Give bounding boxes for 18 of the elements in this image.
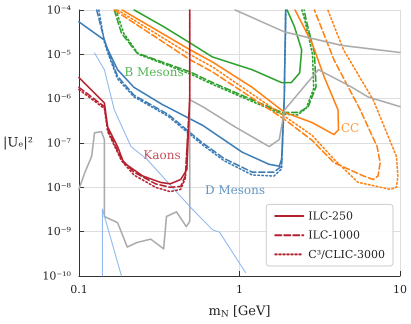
y-tick-label: 10⁻⁵ <box>46 48 71 61</box>
y-tick-label: 10⁻¹⁰ <box>42 270 72 282</box>
legend-label: ILC-1000 <box>308 228 360 242</box>
y-tick-label: 10⁻⁴ <box>46 4 72 16</box>
y-axis-title: |Uₑ|² <box>2 136 33 150</box>
annotation: B Mesons <box>124 65 184 79</box>
y-tick-label: 10⁻⁸ <box>46 180 72 194</box>
annotation: Kaons <box>143 148 181 162</box>
annotation: CC <box>340 121 360 135</box>
y-tick-label: 10⁻⁷ <box>46 136 72 150</box>
annotation: D Mesons <box>204 183 266 197</box>
x-tick-label: 1 <box>236 283 243 296</box>
legend-label: ILC-250 <box>308 210 354 222</box>
y-tick-label: 10⁻⁶ <box>46 92 72 106</box>
legend-label: C³/CLIC-3000 <box>308 248 386 261</box>
x-tick-label: 10 <box>393 283 407 296</box>
y-tick-label: 10⁻⁹ <box>46 225 72 238</box>
x-tick-label: 0.1 <box>70 283 88 296</box>
